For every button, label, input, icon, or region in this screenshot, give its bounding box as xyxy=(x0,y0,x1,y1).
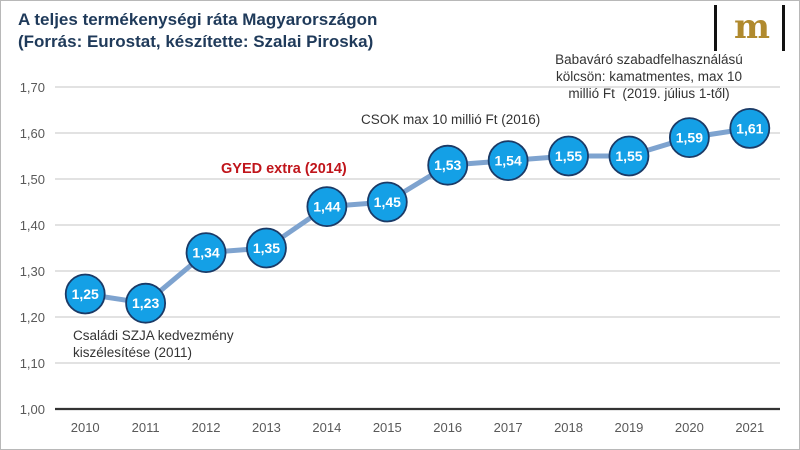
annotation-babavaro-line2: kölcsön: kamatmentes, max 10 xyxy=(555,69,743,84)
x-tick-label: 2016 xyxy=(433,420,462,435)
annotation-szja-line1: Családi SZJA kedvezmény xyxy=(73,328,234,343)
data-point-marker xyxy=(668,117,710,159)
y-tick-label: 1,70 xyxy=(20,80,45,95)
data-label: 1,53 xyxy=(434,157,461,173)
annotation-babavaro-line3: millió Ft (2019. július 1-től) xyxy=(568,86,730,101)
data-label: 1,44 xyxy=(313,199,340,215)
annotation-babavaro: Babaváró szabadfelhasználású kölcsön: ka… xyxy=(540,51,758,102)
data-point-marker xyxy=(64,273,106,315)
y-tick-label: 1,30 xyxy=(20,264,45,279)
chart-subtitle: (Forrás: Eurostat, készítette: Szalai Pi… xyxy=(18,32,374,51)
data-label: 1,55 xyxy=(555,148,582,164)
x-tick-label: 2015 xyxy=(373,420,402,435)
logo-letter: m xyxy=(734,7,770,47)
data-point-marker xyxy=(548,135,589,177)
logo-bar-right xyxy=(782,5,785,51)
data-point-marker xyxy=(185,232,227,274)
data-point-marker xyxy=(729,107,771,149)
x-tick-label: 2013 xyxy=(252,420,281,435)
data-label: 1,55 xyxy=(615,148,642,164)
y-tick-label: 1,20 xyxy=(20,310,45,325)
annotation-csok: CSOK max 10 millió Ft (2016) xyxy=(361,112,541,127)
data-point-marker xyxy=(487,140,529,182)
logo-bar-left xyxy=(714,5,717,51)
data-point-marker xyxy=(246,227,287,269)
chart-title-block: A teljes termékenységi ráta Magyarország… xyxy=(18,9,377,53)
annotation-babavaro-line1: Babaváró szabadfelhasználású xyxy=(555,52,743,67)
annotation-szja: Családi SZJA kedvezmény kiszélesítése (2… xyxy=(73,327,234,361)
x-tick-label: 2021 xyxy=(735,420,764,435)
data-point-marker xyxy=(366,181,408,223)
y-tick-label: 1,00 xyxy=(20,402,45,417)
y-tick-label: 1,40 xyxy=(20,218,45,233)
data-label: 1,59 xyxy=(676,130,703,146)
data-label: 1,35 xyxy=(253,240,280,256)
data-point-marker xyxy=(608,135,650,177)
brand-logo: m xyxy=(712,3,790,53)
x-tick-label: 2014 xyxy=(312,420,341,435)
annotation-gyed: GYED extra (2014) xyxy=(221,161,347,177)
x-tick-label: 2018 xyxy=(554,420,583,435)
chart-title: A teljes termékenységi ráta Magyarország… xyxy=(18,10,378,29)
series-line xyxy=(84,125,751,306)
x-tick-label: 2020 xyxy=(675,420,704,435)
x-tick-label: 2011 xyxy=(132,420,160,435)
x-tick-label: 2010 xyxy=(71,420,100,435)
y-tick-label: 1,60 xyxy=(20,126,45,141)
data-point-marker xyxy=(427,144,469,186)
data-point-marker xyxy=(306,186,348,228)
y-tick-label: 1,50 xyxy=(20,172,45,187)
x-tick-label: 2012 xyxy=(192,420,221,435)
data-label: 1,34 xyxy=(192,245,219,261)
data-label: 1,25 xyxy=(72,286,99,302)
x-tick-label: 2019 xyxy=(614,420,643,435)
y-tick-label: 1,10 xyxy=(20,356,45,371)
x-tick-label: 2017 xyxy=(494,420,523,435)
data-label: 1,23 xyxy=(132,295,159,311)
annotation-szja-line2: kiszélesítése (2011) xyxy=(73,345,193,360)
data-label: 1,54 xyxy=(495,153,522,169)
data-label: 1,61 xyxy=(736,120,763,136)
data-point-marker xyxy=(125,282,167,324)
data-label: 1,45 xyxy=(374,194,401,210)
